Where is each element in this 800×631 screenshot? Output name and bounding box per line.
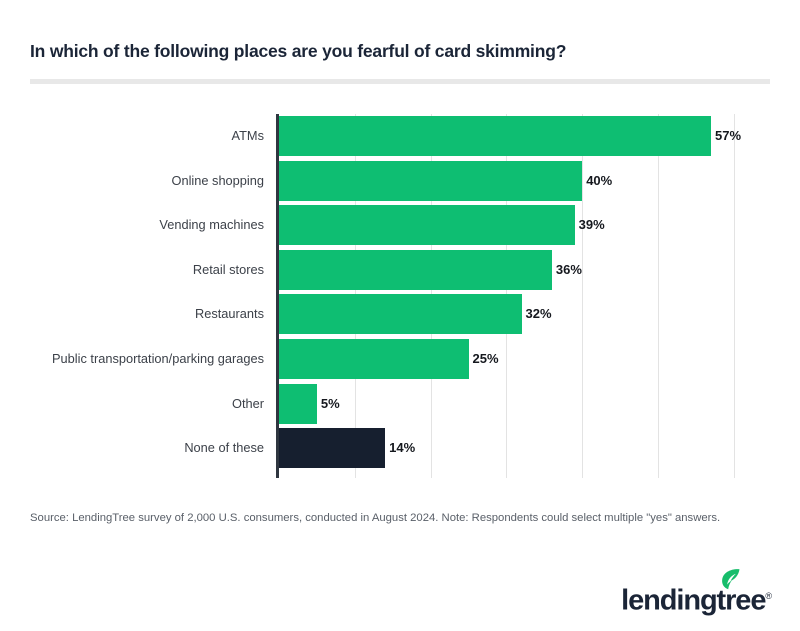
category-label: Online shopping (171, 172, 265, 188)
logo-text: lendingtree (621, 585, 766, 617)
chart-bar-row: None of these 14% (0, 428, 800, 469)
gridline-40 (582, 114, 584, 478)
chart-bar (279, 116, 712, 156)
logo-registered-mark: ® (765, 591, 772, 602)
category-label: Restaurants (195, 306, 264, 322)
bar-value-label: 25% (472, 351, 499, 366)
bar-value-label: 5% (320, 395, 340, 411)
bar-value-label: 14% (389, 440, 416, 456)
bar-value-label: 36% (555, 261, 582, 277)
leaf-icon (721, 566, 741, 590)
chart-bar (279, 294, 522, 335)
chart-bar (279, 249, 552, 290)
bar-value-label: 32% (525, 306, 552, 322)
category-label: Other (231, 395, 264, 411)
category-label: ATMs (231, 128, 264, 143)
chart-bar (279, 339, 469, 379)
chart-bar (279, 160, 583, 201)
chart-bar (279, 428, 386, 469)
category-label: None of these (184, 440, 264, 456)
gridline-50 (658, 114, 659, 478)
chart-bar (279, 205, 575, 246)
chart-axis-line (276, 114, 279, 478)
category-label: Retail stores (192, 261, 264, 277)
chart-bar-row: Other 5% (0, 383, 800, 424)
lendingtree-logo: lendingtree® (621, 569, 772, 617)
title-divider (30, 79, 770, 84)
bar-value-label: 40% (586, 172, 613, 188)
chart-bar-row: Restaurants 32% (0, 294, 800, 335)
gridline-60 (733, 114, 735, 478)
category-label: Vending machines (159, 217, 264, 233)
bar-value-label: 57% (715, 128, 742, 143)
category-label: Public transportation/parking garages (52, 351, 264, 366)
logo-wordmark: lendingtree® (621, 569, 772, 617)
chart-bar-row: ATMs 57% (0, 116, 800, 156)
bar-value-label: 39% (578, 217, 605, 233)
chart-bar-row: Vending machines 39% (0, 205, 800, 246)
source-note: Source: LendingTree survey of 2,000 U.S.… (30, 512, 721, 524)
chart-bar (279, 383, 317, 424)
chart-bar-row: Retail stores 36% (0, 249, 800, 290)
chart-bars: ATMs 57% Online shopping 40% Vending machine… (0, 114, 800, 478)
page-title: In which of the following places are you… (30, 41, 567, 61)
chart-plot-area: ATMs 57% Online shopping 40% Vending machine… (0, 114, 800, 478)
chart-bar-row: Public transportation/parking garages 25% (0, 339, 800, 379)
chart-bar-row: Online shopping 40% (0, 160, 800, 201)
